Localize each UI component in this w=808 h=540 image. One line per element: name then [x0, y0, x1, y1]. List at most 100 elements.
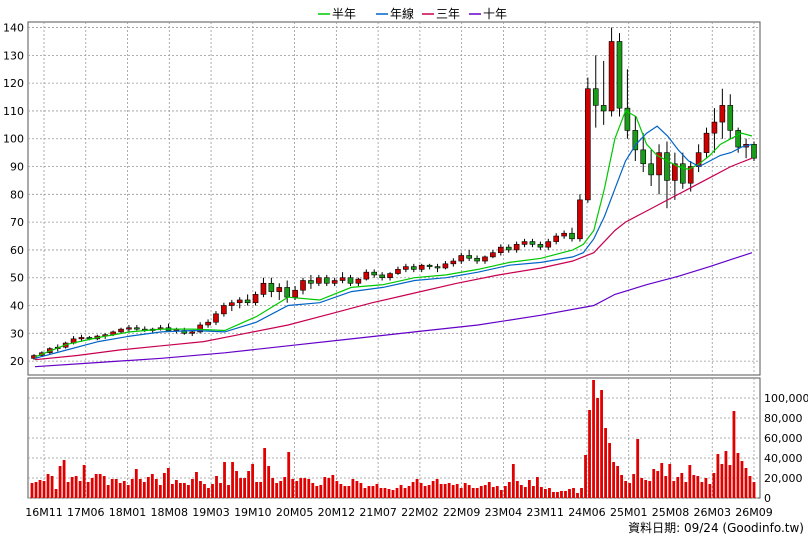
volume-bar [740, 461, 744, 498]
volume-bar [459, 488, 463, 498]
volume-tick-label: 40,000 [764, 452, 803, 465]
price-tick-label: 50 [10, 272, 24, 285]
candle-body [276, 287, 283, 292]
volume-bar [271, 478, 275, 498]
volume-bar [592, 380, 595, 498]
volume-bar [620, 475, 624, 498]
volume-bar [660, 463, 664, 498]
volume-bar [467, 485, 471, 498]
candle-body [656, 152, 662, 176]
volume-bar [548, 488, 551, 498]
candle-body [197, 324, 203, 333]
volume-bar [656, 471, 660, 498]
volume-bar [748, 476, 752, 498]
volume-bar [636, 439, 640, 498]
x-tick-label: 18M01 [109, 506, 147, 519]
footer-source: 資料日期: 09/24 (Goodinfo.tw) [628, 521, 804, 535]
candle-body [118, 328, 124, 333]
volume-bar [483, 485, 487, 498]
volume-bar [387, 489, 391, 498]
volume-bar [652, 469, 656, 498]
candle-body [529, 241, 536, 245]
volume-bar [142, 482, 146, 498]
volume-bar [102, 476, 106, 498]
volume-bar [439, 484, 443, 498]
candle-body [600, 105, 607, 112]
volume-bar [66, 482, 70, 498]
volume-bar [415, 479, 419, 498]
price-tick-label: 20 [10, 355, 24, 368]
volume-bar [696, 476, 700, 498]
candle-body [371, 271, 378, 276]
volume-bar [443, 484, 447, 498]
candle-body [418, 264, 425, 270]
volume-tick-label: 100,000 [764, 392, 808, 405]
candle-body [395, 269, 401, 274]
volume-bar [343, 486, 347, 498]
volume-bar [319, 485, 323, 498]
volume-bar [279, 481, 283, 498]
volume-bar [511, 464, 515, 498]
volume-bar [34, 482, 38, 498]
volume-tick-label: 0 [764, 492, 771, 505]
candle-body [751, 143, 757, 159]
volume-bar [596, 398, 599, 498]
candle-body [577, 199, 583, 240]
volume-bar [672, 481, 676, 498]
candle-body [498, 246, 504, 254]
volume-bar [239, 478, 242, 498]
candle-body [687, 166, 694, 184]
volume-bar [203, 484, 206, 498]
volume-bar [435, 479, 439, 498]
volume-bar [475, 488, 479, 498]
price-tick-label: 130 [3, 49, 24, 62]
candle-body [189, 331, 196, 334]
candle-body [735, 130, 741, 148]
volume-bar [215, 476, 218, 498]
volume-bar [175, 480, 178, 498]
legend-label-3: 十年 [483, 7, 507, 21]
x-tick-label: 26M09 [735, 506, 773, 519]
volume-bar [371, 486, 375, 498]
volume-bar [688, 465, 692, 498]
volume-bar [54, 489, 58, 498]
volume-bar [628, 483, 632, 498]
volume-bar [451, 485, 455, 498]
volume-bar [560, 491, 563, 498]
moving-average-lines [34, 110, 753, 368]
volume-bar [158, 485, 162, 498]
volume-bar [363, 488, 367, 498]
price-tick-label: 90 [10, 161, 24, 174]
candle-body [347, 277, 354, 284]
volume-bar [536, 477, 539, 498]
candle-body [126, 327, 132, 330]
volume-bar [86, 482, 90, 498]
x-tick-label: 22M09 [443, 506, 481, 519]
volume-bar [644, 480, 648, 498]
candle-body [537, 244, 544, 248]
volume-bar [411, 482, 415, 498]
volume-bar [407, 486, 411, 498]
series-line-1 [34, 125, 753, 359]
volume-bar [267, 466, 271, 498]
price-tick-label: 100 [3, 133, 24, 146]
x-tick-label: 25M08 [652, 506, 690, 519]
candle-body [592, 88, 599, 106]
candle-body [442, 263, 449, 269]
candle-body [466, 255, 472, 259]
volume-bar [383, 488, 387, 498]
candle-body [490, 252, 496, 258]
price-tick-label: 60 [10, 244, 24, 257]
volume-bar [90, 478, 94, 498]
x-tick-label: 19M03 [192, 506, 230, 519]
volume-bar [307, 479, 311, 498]
volume-bar [30, 483, 34, 498]
volume-bar [138, 479, 142, 498]
volume-bar [403, 488, 407, 498]
x-axis: 16M11 17M06 18M01 18M08 19M03 19M10 20M05 20M12… [25, 506, 773, 519]
candle-body [300, 280, 306, 291]
legend-label-2: 三年 [436, 7, 460, 21]
grid-lines [28, 22, 760, 499]
volume-bar [94, 474, 98, 498]
